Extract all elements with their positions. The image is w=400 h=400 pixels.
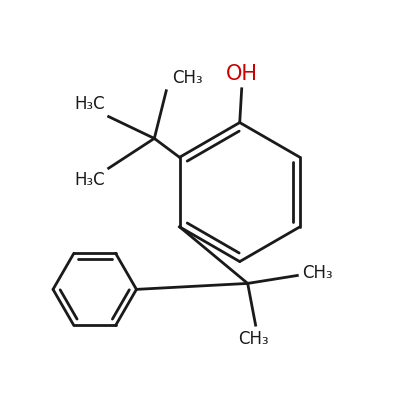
Text: OH: OH [226,64,258,84]
Text: CH₃: CH₃ [238,330,269,348]
Text: CH₃: CH₃ [302,264,333,282]
Text: CH₃: CH₃ [172,69,203,87]
Text: H₃C: H₃C [74,171,105,189]
Text: H₃C: H₃C [74,96,105,114]
